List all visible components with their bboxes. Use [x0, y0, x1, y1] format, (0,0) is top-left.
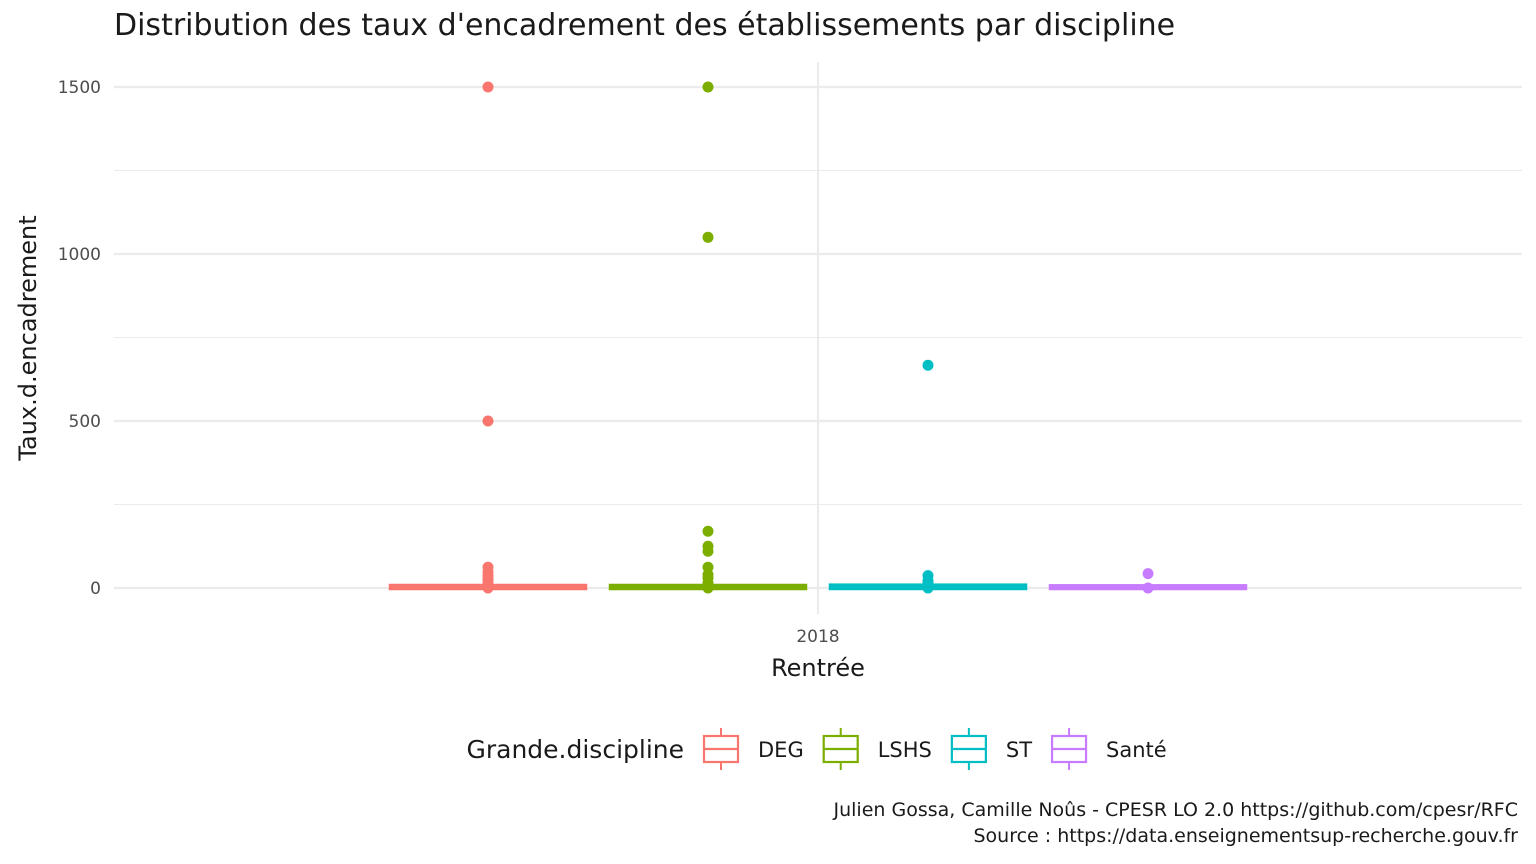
- y-tick-label: 0: [90, 579, 101, 599]
- legend-label: Santé: [1106, 738, 1167, 762]
- chart-title: Distribution des taux d'encadrement des …: [114, 8, 1176, 43]
- legend-item: ST: [950, 728, 1032, 770]
- legend-item: Santé: [1050, 728, 1167, 770]
- legend-item: DEG: [702, 728, 804, 770]
- series-deg: [388, 81, 588, 594]
- series-lshs: [608, 81, 808, 594]
- outlier-point: [702, 81, 714, 93]
- caption-credits: Julien Gossa, Camille Noûs - CPESR LO 2.…: [833, 799, 1519, 821]
- y-axis-title: Taux.d.encadrement: [14, 215, 42, 461]
- legend-label: LSHS: [878, 738, 932, 762]
- legend-title: Grande.discipline: [466, 735, 684, 764]
- series-st: [828, 359, 1028, 594]
- outlier-point: [702, 545, 714, 557]
- outlier-point: [922, 582, 934, 594]
- outlier-point: [1142, 568, 1154, 580]
- caption-source: Source : https://data.enseignementsup-re…: [973, 825, 1518, 847]
- x-axis-title: Rentrée: [771, 654, 865, 682]
- legend-label: ST: [1006, 738, 1032, 762]
- legend: Grande.discipline DEG LSHS ST Santé: [466, 728, 1167, 770]
- y-tick-label: 1500: [58, 78, 101, 98]
- caption: Julien Gossa, Camille Noûs - CPESR LO 2.…: [834, 797, 1519, 849]
- y-axis-ticks: 0 500 1000 1500: [58, 78, 101, 599]
- legend-label: DEG: [758, 738, 804, 762]
- outlier-point: [702, 231, 714, 243]
- box-plot-marks: [388, 81, 1248, 594]
- outlier-point: [482, 81, 494, 93]
- outlier-point: [482, 582, 494, 594]
- y-tick-label: 500: [69, 412, 101, 432]
- outlier-point: [702, 525, 714, 537]
- legend-item: LSHS: [822, 728, 932, 770]
- outlier-point: [922, 359, 934, 371]
- outlier-point: [702, 582, 714, 594]
- outlier-point: [1142, 582, 1154, 594]
- series-sant-: [1048, 568, 1248, 594]
- x-tick-label: 2018: [796, 627, 839, 647]
- grid-lines: [114, 62, 1522, 614]
- y-tick-label: 1000: [58, 245, 101, 265]
- x-axis-ticks: 2018: [796, 627, 839, 647]
- outlier-point: [482, 415, 494, 427]
